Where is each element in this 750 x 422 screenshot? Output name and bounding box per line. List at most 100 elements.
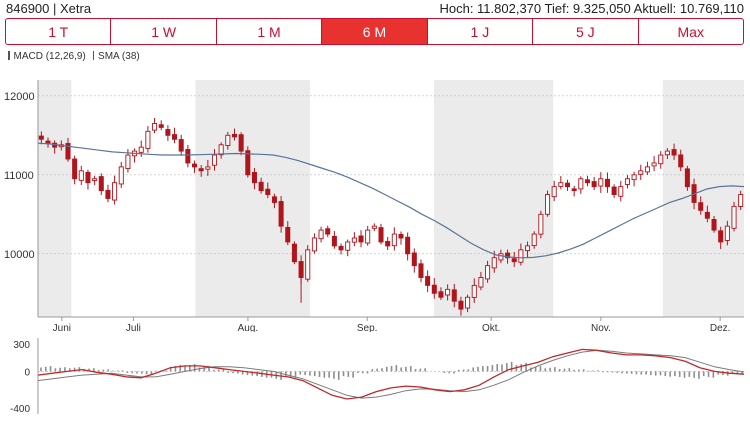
histogram-bar xyxy=(337,371,340,380)
tab-1j[interactable]: 1 J xyxy=(428,19,534,44)
tab-1t[interactable]: 1 T xyxy=(6,19,112,44)
histogram-bar xyxy=(237,371,239,374)
tab-1w[interactable]: 1 W xyxy=(111,19,217,44)
tab-max[interactable]: Max xyxy=(677,23,704,40)
histogram-bar xyxy=(318,371,321,377)
histogram-bar xyxy=(506,363,508,372)
histogram-bar xyxy=(496,364,499,372)
candle-body xyxy=(451,289,457,302)
histogram-bar xyxy=(145,371,148,375)
candle-body xyxy=(604,178,610,188)
histogram-bar xyxy=(467,369,470,372)
candle-body xyxy=(498,253,504,261)
candle-body xyxy=(611,186,617,196)
histogram-bar xyxy=(544,368,547,372)
histogram-bar xyxy=(304,371,306,376)
candle-body xyxy=(285,226,291,243)
histogram-bar xyxy=(602,371,604,373)
candle-body xyxy=(211,154,218,166)
candle-body xyxy=(78,170,84,181)
candle-body xyxy=(298,261,304,278)
histogram-bar xyxy=(40,367,42,372)
candle-body xyxy=(458,300,464,310)
candle-body xyxy=(638,170,644,175)
x-tick-label: Sep. xyxy=(357,323,378,332)
histogram-bar xyxy=(155,370,158,372)
histogram-bar xyxy=(722,371,724,376)
histogram-bar xyxy=(741,371,743,375)
candle-body xyxy=(598,178,604,187)
histogram-bar xyxy=(117,370,119,372)
histogram-bar xyxy=(44,366,47,372)
candle-body xyxy=(418,263,424,278)
histogram-bar xyxy=(64,367,66,372)
tab-1m[interactable]: 1 M xyxy=(217,19,323,44)
histogram-bar xyxy=(189,364,191,372)
candle-body xyxy=(704,211,710,219)
candle-body xyxy=(631,174,637,181)
histogram-bar xyxy=(246,371,249,376)
histogram-bar xyxy=(126,371,129,373)
histogram-bar xyxy=(299,371,302,375)
candle-body xyxy=(338,245,344,251)
tab-5j[interactable]: 5 J xyxy=(533,19,639,44)
y-tick-label: 0 xyxy=(24,367,30,378)
price-chart[interactable]: 10000 11000 12000 Juni Juli Aug. Sep. Okt. Nov. D… xyxy=(0,62,750,332)
month-band xyxy=(38,80,72,317)
legend-sma[interactable]: SMA (38) xyxy=(98,51,140,62)
histogram-bar xyxy=(674,371,676,377)
histogram-bar xyxy=(405,366,407,372)
histogram-bar xyxy=(616,371,619,373)
histogram-bar xyxy=(630,371,633,374)
histogram-bar xyxy=(712,371,715,378)
histogram-bar xyxy=(285,371,287,377)
histogram-bar xyxy=(587,370,590,372)
candle-body xyxy=(98,176,104,192)
histogram-bar xyxy=(73,367,76,372)
candle-body xyxy=(658,154,664,165)
histogram-bar xyxy=(385,366,388,372)
x-tick-label: Aug. xyxy=(238,323,259,332)
candle-body xyxy=(218,144,224,156)
histogram-bar xyxy=(520,364,523,372)
candle-body xyxy=(391,233,397,247)
histogram-bar xyxy=(424,368,426,372)
month-band xyxy=(433,80,554,317)
candle-body xyxy=(571,188,577,192)
candle-body xyxy=(624,178,630,185)
candle-body xyxy=(718,230,724,243)
candle-body xyxy=(505,252,511,259)
histogram-bar xyxy=(366,371,369,374)
candle-body xyxy=(438,291,444,298)
candle-body xyxy=(291,243,297,263)
histogram-bar xyxy=(477,366,479,372)
histogram-bar xyxy=(702,371,705,377)
instrument-label: 846900 | Xetra xyxy=(6,1,92,16)
candle-body xyxy=(445,288,451,296)
histogram-bar xyxy=(169,366,172,372)
histogram-bar xyxy=(141,371,143,374)
candle-body xyxy=(205,166,211,170)
histogram-bar xyxy=(179,365,182,372)
histogram-bar xyxy=(486,365,489,372)
histogram-bar xyxy=(361,371,364,374)
candle-body xyxy=(311,237,317,252)
legend-macd[interactable]: MACD (12,26,9) xyxy=(13,51,86,62)
tab-6m[interactable]: 6 M xyxy=(322,19,428,44)
histogram-bar xyxy=(112,370,114,372)
histogram-bar xyxy=(227,371,230,373)
sma-line xyxy=(37,142,745,259)
histogram-bar xyxy=(193,364,196,372)
candle-body xyxy=(112,182,118,201)
histogram-bar xyxy=(88,368,90,372)
candle-body xyxy=(465,296,471,309)
histogram-bar xyxy=(256,371,258,377)
histogram-bar xyxy=(213,369,215,372)
histogram-bar xyxy=(693,371,695,378)
macd-chart[interactable]: 300 0 -400 xyxy=(0,332,750,422)
candle-body xyxy=(678,154,684,168)
candle-body xyxy=(564,182,571,188)
histogram-bar xyxy=(558,369,561,372)
candle-body xyxy=(265,188,271,196)
histogram-bar xyxy=(59,367,61,372)
